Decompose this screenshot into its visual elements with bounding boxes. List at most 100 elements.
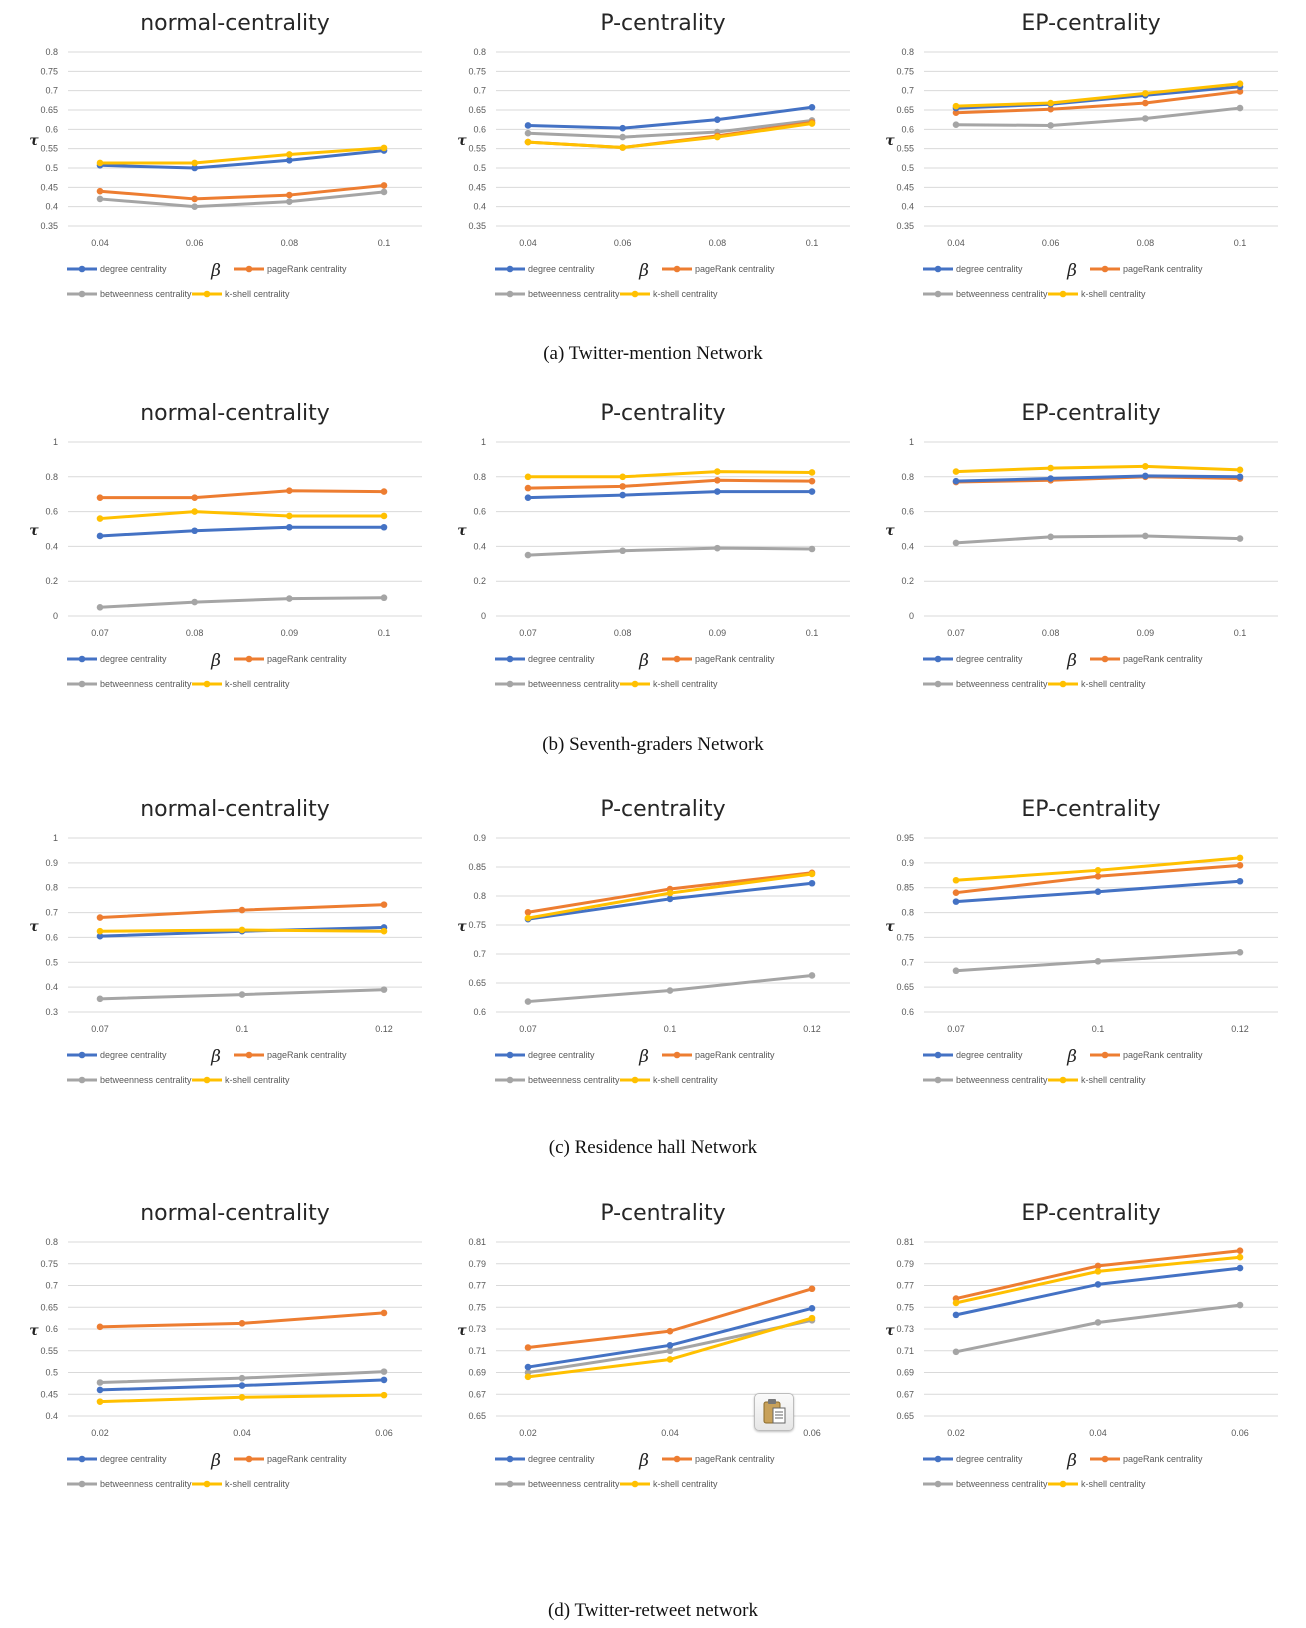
data-point-betweenness bbox=[619, 133, 626, 141]
y-tick-label: 0.75 bbox=[468, 920, 486, 930]
series-line-pagerank bbox=[99, 183, 385, 201]
y-tick-label: 0.35 bbox=[40, 221, 58, 231]
y-tick-label: 0 bbox=[909, 611, 914, 621]
series-line-kshell bbox=[528, 470, 813, 479]
data-point-betweenness bbox=[380, 986, 388, 993]
data-point-betweenness bbox=[380, 188, 388, 196]
data-point-betweenness bbox=[666, 1347, 674, 1355]
y-tick-label: 0.8 bbox=[901, 472, 914, 482]
data-point-betweenness bbox=[1094, 1319, 1102, 1326]
data-point-degree bbox=[238, 1382, 246, 1389]
y-tick-label: 0.5 bbox=[45, 163, 58, 173]
y-axis-label: τ bbox=[885, 1323, 895, 1339]
y-tick-label: 0.81 bbox=[896, 1237, 914, 1247]
legend-marker-kshell bbox=[1059, 1076, 1067, 1084]
clipboard-paste-icon[interactable] bbox=[754, 1393, 794, 1431]
legend-label: degree centrality bbox=[528, 1050, 595, 1060]
legend-label: pageRank centrality bbox=[695, 654, 775, 664]
y-tick-label: 0.4 bbox=[45, 1411, 58, 1421]
data-point-kshell bbox=[952, 468, 960, 475]
data-point-degree bbox=[96, 1386, 104, 1394]
x-axis-label: β bbox=[638, 1451, 649, 1471]
legend-marker-betweenness bbox=[506, 680, 514, 688]
x-tick-label: 0.1 bbox=[378, 238, 391, 248]
x-tick-label: 0.06 bbox=[1231, 1428, 1249, 1438]
y-tick-label: 0.8 bbox=[473, 891, 486, 901]
data-point-degree bbox=[952, 898, 960, 905]
y-tick-label: 0.6 bbox=[473, 507, 486, 517]
legend-marker-betweenness bbox=[934, 290, 942, 298]
x-tick-label: 0.07 bbox=[947, 628, 965, 638]
data-point-pagerank bbox=[808, 477, 816, 485]
x-tick-label: 0.12 bbox=[1231, 1024, 1249, 1034]
data-point-pagerank bbox=[380, 901, 388, 908]
x-tick-label: 0.02 bbox=[91, 1428, 109, 1438]
data-point-kshell bbox=[808, 1314, 816, 1322]
series-line-betweenness bbox=[955, 534, 1241, 545]
legend-label: betweenness centrality bbox=[100, 1479, 192, 1489]
legend-label: betweenness centrality bbox=[528, 289, 620, 299]
y-tick-label: 0.55 bbox=[40, 144, 58, 154]
series-line-degree bbox=[955, 474, 1241, 483]
y-tick-label: 0 bbox=[481, 611, 486, 621]
legend-label: pageRank centrality bbox=[1123, 1050, 1203, 1060]
y-tick-label: 0.75 bbox=[40, 1259, 58, 1269]
data-point-pagerank bbox=[96, 494, 104, 501]
y-tick-label: 0.7 bbox=[901, 86, 914, 96]
data-point-kshell bbox=[238, 926, 246, 934]
data-point-kshell bbox=[524, 914, 532, 922]
legend-label: pageRank centrality bbox=[695, 1050, 775, 1060]
x-tick-label: 0.08 bbox=[1042, 628, 1060, 638]
legend-marker-pagerank bbox=[245, 655, 253, 663]
chart-panel: EP-centrality 0.35 0.4 0.45 0.5 0.55 0.6 0.65 0.… bbox=[885, 11, 1278, 299]
legend-label: pageRank centrality bbox=[267, 1050, 347, 1060]
data-point-degree bbox=[1236, 473, 1244, 481]
series-line-kshell bbox=[100, 146, 385, 165]
data-point-pagerank bbox=[1142, 99, 1149, 107]
y-tick-label: 0.6 bbox=[45, 932, 58, 942]
data-point-pagerank bbox=[380, 1309, 388, 1317]
y-tick-label: 1 bbox=[909, 437, 914, 447]
y-tick-label: 0.65 bbox=[896, 105, 914, 115]
legend-marker-kshell bbox=[1059, 1480, 1067, 1488]
x-tick-label: 0.08 bbox=[281, 238, 299, 248]
x-axis-label: β bbox=[210, 651, 221, 671]
data-point-degree bbox=[1142, 472, 1149, 480]
data-point-degree bbox=[524, 494, 532, 501]
data-point-betweenness bbox=[1236, 535, 1244, 542]
legend-label: k-shell centrality bbox=[1081, 679, 1146, 689]
y-tick-label: 0.4 bbox=[45, 202, 58, 212]
data-point-betweenness bbox=[1236, 949, 1244, 956]
y-tick-label: 0.45 bbox=[896, 182, 914, 192]
x-tick-label: 0.1 bbox=[1092, 1024, 1105, 1034]
y-tick-label: 0.67 bbox=[468, 1389, 486, 1399]
y-tick-label: 0.6 bbox=[473, 124, 486, 134]
chart-title: EP-centrality bbox=[1021, 1201, 1160, 1226]
data-point-betweenness bbox=[1236, 104, 1244, 112]
legend-marker-kshell bbox=[203, 680, 211, 688]
y-tick-label: 0.65 bbox=[468, 1411, 486, 1421]
series-line-betweenness bbox=[955, 1303, 1241, 1354]
y-tick-label: 0.75 bbox=[40, 66, 58, 76]
series-line-betweenness bbox=[955, 106, 1241, 127]
y-tick-label: 0.2 bbox=[473, 576, 486, 586]
x-tick-label: 0.07 bbox=[519, 1024, 537, 1034]
chart-title: normal-centrality bbox=[140, 1201, 330, 1226]
data-point-degree bbox=[524, 1363, 532, 1371]
y-tick-label: 0.3 bbox=[45, 1007, 58, 1017]
data-point-betweenness bbox=[191, 598, 198, 606]
x-tick-label: 0.1 bbox=[806, 628, 819, 638]
y-tick-label: 0.7 bbox=[473, 949, 486, 959]
x-tick-label: 0.12 bbox=[375, 1024, 393, 1034]
data-point-kshell bbox=[1094, 1268, 1102, 1275]
x-tick-label: 0.06 bbox=[186, 238, 204, 248]
chart-panel: P-centrality 0.65 0.67 0.69 0.71 0.73 0.75 0.77… bbox=[457, 1201, 850, 1489]
x-tick-label: 0.07 bbox=[91, 628, 109, 638]
legend-marker-betweenness bbox=[934, 1076, 942, 1084]
data-point-degree bbox=[666, 1342, 674, 1349]
data-point-pagerank bbox=[380, 488, 388, 495]
data-point-pagerank bbox=[286, 191, 293, 199]
legend-label: pageRank centrality bbox=[1123, 654, 1203, 664]
x-tick-label: 0.1 bbox=[806, 238, 819, 248]
data-point-pagerank bbox=[380, 182, 388, 189]
